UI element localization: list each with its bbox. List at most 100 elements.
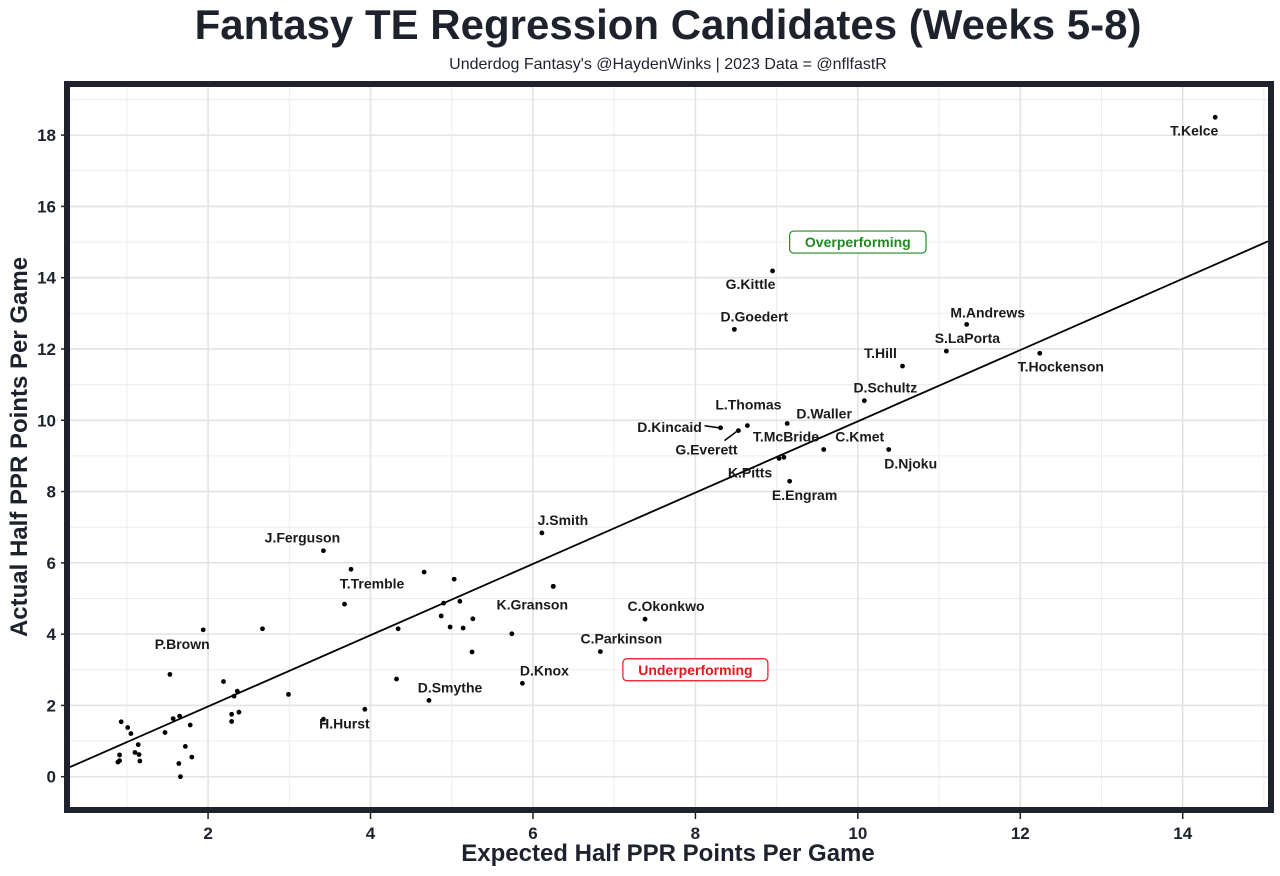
data-point-k-pitts bbox=[776, 456, 782, 461]
data-point-g-kittle bbox=[770, 268, 775, 274]
data-point-j-smith bbox=[539, 530, 545, 536]
data-point-t-tremble bbox=[348, 566, 354, 572]
data-point-d-njoku bbox=[886, 447, 892, 452]
trend-line-group bbox=[69, 240, 1269, 768]
annotations: Overperforming Underperforming bbox=[622, 230, 927, 682]
data-point bbox=[229, 711, 235, 717]
data-point-t-hill bbox=[900, 363, 905, 369]
data-point bbox=[394, 676, 399, 682]
point-label: T.Hill bbox=[864, 345, 897, 361]
point-label: D.Waller bbox=[796, 405, 852, 421]
y-tick-label: 10 bbox=[37, 411, 56, 430]
point-label: G.Everett bbox=[675, 442, 738, 458]
chart-subtitle: Underdog Fantasy's @HaydenWinks | 2023 D… bbox=[449, 56, 887, 73]
x-tick-label: 10 bbox=[848, 824, 867, 843]
data-point bbox=[234, 688, 240, 694]
gridlines bbox=[70, 87, 1268, 807]
point-label: H.Hurst bbox=[319, 715, 370, 731]
point-label: M.Andrews bbox=[950, 304, 1025, 320]
annotation-label: Underperforming bbox=[638, 662, 752, 678]
y-tick-label: 6 bbox=[47, 554, 56, 573]
data-point bbox=[286, 691, 291, 697]
data-point bbox=[167, 672, 173, 677]
data-point-p-brown bbox=[200, 627, 206, 633]
data-point bbox=[117, 752, 122, 758]
data-point-g-everett bbox=[736, 428, 741, 434]
point-label: T.Tremble bbox=[340, 575, 405, 591]
data-point bbox=[189, 754, 195, 760]
y-tick-label: 4 bbox=[47, 625, 57, 644]
data-point bbox=[236, 709, 242, 715]
chart-title: Fantasy TE Regression Candidates (Weeks … bbox=[195, 1, 1142, 48]
x-tick-label: 12 bbox=[1011, 824, 1030, 843]
data-point-c-parkinson bbox=[597, 649, 603, 654]
data-point-d-goedert bbox=[731, 326, 737, 332]
data-point bbox=[125, 725, 131, 730]
data-point-d-knox bbox=[519, 680, 525, 686]
data-point-m-andrews bbox=[964, 321, 970, 327]
data-point bbox=[342, 601, 347, 607]
y-tick-label: 14 bbox=[37, 269, 56, 288]
data-point bbox=[135, 742, 141, 748]
point-label: T.McBride bbox=[753, 428, 819, 444]
point-label: P.Brown bbox=[155, 636, 210, 652]
data-point bbox=[509, 631, 515, 637]
x-tick-label: 6 bbox=[528, 824, 537, 843]
point-label: C.Okonkwo bbox=[628, 598, 705, 614]
data-point bbox=[231, 693, 237, 699]
annotation-label: Overperforming bbox=[805, 234, 911, 250]
data-point-d-schultz bbox=[861, 398, 867, 404]
data-point bbox=[187, 722, 193, 728]
data-point bbox=[118, 719, 124, 725]
y-tick-label: 12 bbox=[37, 340, 56, 359]
data-point bbox=[260, 626, 265, 632]
data-point bbox=[170, 716, 176, 722]
y-axis-ticks: 0 2 4 6 8 10 12 14 16 18 bbox=[37, 126, 66, 787]
data-point-d-smythe bbox=[426, 698, 432, 703]
data-point bbox=[395, 626, 401, 632]
point-label: K.Granson bbox=[496, 596, 568, 612]
point-label: L.Thomas bbox=[715, 397, 781, 413]
point-label: J.Smith bbox=[538, 512, 589, 528]
y-tick-label: 0 bbox=[47, 768, 56, 787]
data-point bbox=[451, 576, 457, 582]
trend-line bbox=[69, 240, 1269, 768]
leader-line bbox=[704, 425, 719, 429]
data-point bbox=[137, 758, 143, 764]
point-label: C.Kmet bbox=[835, 428, 884, 444]
y-tick-label: 18 bbox=[37, 126, 56, 145]
data-point bbox=[438, 613, 444, 619]
x-tick-label: 2 bbox=[203, 824, 212, 843]
data-point bbox=[128, 731, 134, 736]
annotation-box bbox=[622, 658, 769, 682]
x-tick-label: 14 bbox=[1173, 824, 1192, 843]
data-point bbox=[457, 598, 463, 604]
x-tick-label: 4 bbox=[366, 824, 376, 843]
data-point-c-okonkwo bbox=[642, 616, 648, 622]
data-point bbox=[221, 679, 226, 684]
data-point-t-hockenson bbox=[1037, 350, 1043, 356]
data-point bbox=[441, 600, 447, 606]
point-label: D.Schultz bbox=[853, 380, 917, 396]
data-point-c-kmet bbox=[821, 447, 827, 452]
data-point bbox=[362, 706, 368, 712]
data-point-d-kincaid bbox=[718, 425, 723, 431]
data-point bbox=[117, 758, 122, 764]
data-point bbox=[177, 713, 183, 719]
point-label: J.Ferguson bbox=[265, 530, 340, 546]
data-point bbox=[176, 761, 182, 766]
y-tick-label: 2 bbox=[47, 696, 56, 715]
point-label: S.LaPorta bbox=[935, 330, 1001, 346]
x-axis-ticks: 2 4 6 8 10 12 14 bbox=[203, 813, 1193, 843]
plot-border bbox=[64, 81, 1274, 813]
data-point-h-hurst bbox=[321, 716, 326, 722]
data-point bbox=[470, 616, 476, 622]
data-point bbox=[178, 774, 183, 780]
plot-background bbox=[70, 87, 1268, 807]
point-label: D.Goedert bbox=[721, 308, 789, 324]
data-point-t-mcbride bbox=[781, 454, 787, 460]
data-point-l-thomas bbox=[744, 423, 750, 429]
x-axis-label: Expected Half PPR Points Per Game bbox=[461, 840, 874, 867]
data-point-d-waller bbox=[784, 421, 790, 426]
